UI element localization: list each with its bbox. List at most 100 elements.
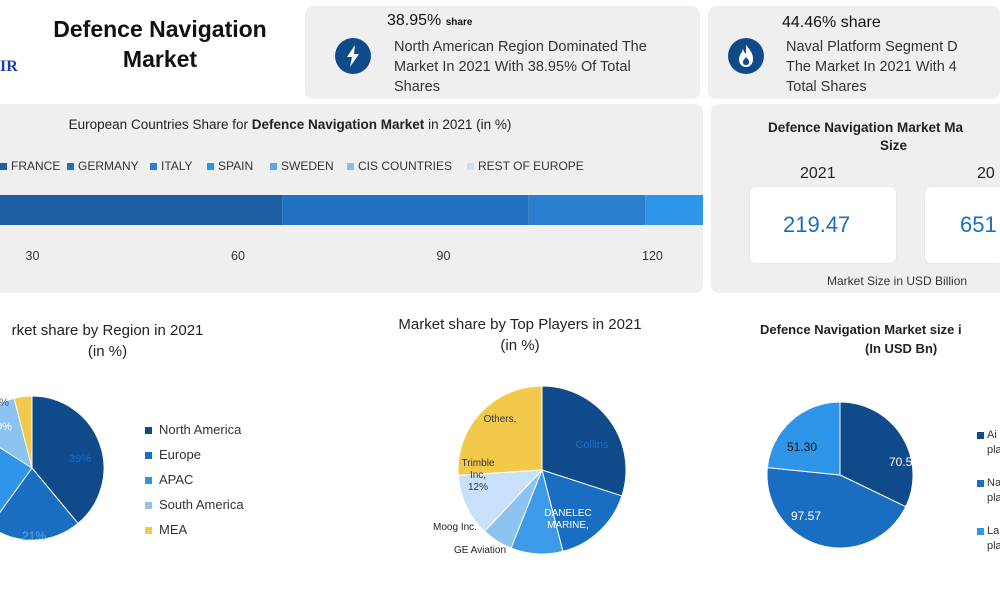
market-size-footnote: Market Size in USD Billion xyxy=(827,274,968,288)
stat-value-1-number: 38.95% xyxy=(387,12,442,29)
region-pie-title-line2: (in %) xyxy=(87,343,128,360)
region-legend-item: South America xyxy=(145,497,244,512)
europe-x-tick: 60 xyxy=(231,249,245,263)
stat-text-1-line3: Shares xyxy=(394,79,440,95)
legend-swatch xyxy=(67,163,74,171)
stat-icon-circle-2 xyxy=(728,38,764,74)
europe-legend-item: SPAIN xyxy=(207,159,253,173)
legend-label-line2: pla xyxy=(987,444,1000,456)
legend-label: Ai xyxy=(987,429,997,441)
page-title: Defence Navigation Market xyxy=(30,14,290,74)
market-size-box-2029 xyxy=(925,187,1000,263)
legend-swatch xyxy=(207,163,214,171)
legend-label: South America xyxy=(159,497,244,512)
region-pie-title-line1: rket share by Region in 2021 xyxy=(11,322,204,339)
pie-slice-label: GE Aviation xyxy=(454,545,506,556)
pie-slice-others xyxy=(457,385,543,476)
pie-slice-mea xyxy=(13,395,33,469)
legend-label: APAC xyxy=(159,472,194,487)
europe-bar-chart xyxy=(0,195,703,225)
europe-legend-item: GERMANY xyxy=(67,159,139,173)
pie-slice-air-platform xyxy=(839,401,914,508)
legend-label-line2: pla xyxy=(987,492,1000,504)
page-title-line2: Market xyxy=(122,46,198,72)
europe-bar-segment-spain xyxy=(645,195,703,225)
legend-label: REST OF EUROPE xyxy=(478,159,584,173)
platform-pie-title-line1: Defence Navigation Market size i xyxy=(760,322,962,337)
market-size-title: Defence Navigation Market Ma Size xyxy=(760,120,1000,153)
pie-slice-label: 39% xyxy=(69,453,91,465)
region-legend-item: Europe xyxy=(145,447,201,462)
legend-swatch xyxy=(145,527,152,535)
legend-label: North America xyxy=(159,422,242,437)
flame-icon xyxy=(739,45,753,67)
lightning-icon xyxy=(347,45,359,67)
europe-legend-item: SWEDEN xyxy=(270,159,334,173)
market-size-value-2029: 651 xyxy=(960,212,997,237)
stat-text-1-line2: Market In 2021 With 38.95% Of Total xyxy=(394,59,631,75)
legend-swatch xyxy=(977,527,984,535)
legend-label: FRANCE xyxy=(11,159,61,173)
europe-bar-segment-france xyxy=(0,195,283,225)
region-pie-chart: 39% 21% 0%% xyxy=(0,395,105,543)
pie-slice-danelec-marine xyxy=(541,469,623,552)
legend-label: La xyxy=(987,525,1000,537)
market-size-title-line2: Size xyxy=(880,138,908,153)
region-legend-item: APAC xyxy=(145,472,193,487)
market-size-year-2021: 2021 xyxy=(800,165,836,182)
legend-label: MEA xyxy=(159,522,188,537)
stat-text-2: Naval Platform Segment D The Market In 2… xyxy=(786,37,1000,97)
market-size-year-2029: 20 xyxy=(977,165,995,182)
platform-pie-title-line2: (In USD Bn) xyxy=(865,341,938,356)
players-pie-chart: Collins DANELEC MARINE, GE Aviation Moog Inc… xyxy=(433,385,627,556)
stat-value-1-suffix: share xyxy=(445,17,473,28)
europe-bar-segment-italy xyxy=(528,195,646,225)
platform-legend-item: Na pla xyxy=(977,476,1000,506)
pie-slice-label: 97.57 xyxy=(791,509,821,523)
legend-label-line2: pla xyxy=(987,540,1000,552)
legend-label: Europe xyxy=(159,447,201,462)
europe-x-tick: 90 xyxy=(436,249,451,263)
europe-chart-title: European Countries Share for Defence Nav… xyxy=(10,117,570,132)
stat-value-1: 38.95% share xyxy=(387,12,472,30)
pie-slice-label: 70.54 xyxy=(889,455,919,469)
legend-swatch xyxy=(0,163,7,171)
platform-pie-title: Defence Navigation Market size i (In USD… xyxy=(755,322,1000,356)
legend-swatch xyxy=(145,502,152,510)
pie-slice-label: Others, xyxy=(484,414,517,425)
stat-icon-circle-1 xyxy=(335,38,371,74)
stat-value-2: 44.46% share xyxy=(782,14,881,32)
legend-swatch xyxy=(150,163,157,171)
market-size-value-2021: 219.47 xyxy=(783,212,851,237)
pie-slice-collins xyxy=(541,385,627,497)
region-pie-title: rket share by Region in 2021 (in %) xyxy=(0,322,215,360)
legend-swatch xyxy=(145,477,152,485)
stat-text-2-line1: Naval Platform Segment D xyxy=(786,39,958,55)
pie-slice-label: Moog Inc. xyxy=(433,522,477,533)
europe-legend-item: REST OF EUROPE xyxy=(467,159,584,173)
legend-label: SPAIN xyxy=(218,159,254,173)
legend-swatch xyxy=(977,431,984,439)
legend-label: Na xyxy=(987,477,1000,489)
europe-title-suffix: in 2021 (in %) xyxy=(424,117,512,132)
pie-slice-label: % xyxy=(0,397,9,409)
market-size-title-line1: Defence Navigation Market Ma xyxy=(768,120,964,135)
europe-legend-item: ITALY xyxy=(150,159,193,173)
pie-slice-apac xyxy=(0,447,33,514)
pie-slice-label: DANELEC MARINE, xyxy=(544,508,591,531)
players-pie-title: Market share by Top Players in 2021 (in … xyxy=(360,316,680,354)
legend-label: ITALY xyxy=(161,159,193,173)
pie-slice-label: 51.30 xyxy=(787,440,817,454)
pie-slice-naval-platform xyxy=(766,467,907,549)
stat-text-1: North American Region Dominated The Mark… xyxy=(394,37,694,97)
europe-x-tick: 30 xyxy=(25,249,40,263)
europe-legend-item: FRANCE xyxy=(0,159,60,173)
legend-label: CIS COUNTRIES xyxy=(358,159,453,173)
players-pie-title-line2: (in %) xyxy=(500,337,540,354)
legend-swatch xyxy=(145,452,152,460)
pie-slice-label: Trimble Inc, 12% xyxy=(462,458,495,493)
legend-label: SWEDEN xyxy=(281,159,334,173)
region-legend-item: North America xyxy=(145,422,241,437)
players-pie-title-line1: Market share by Top Players in 2021 xyxy=(398,316,642,333)
legend-label: GERMANY xyxy=(78,159,139,173)
